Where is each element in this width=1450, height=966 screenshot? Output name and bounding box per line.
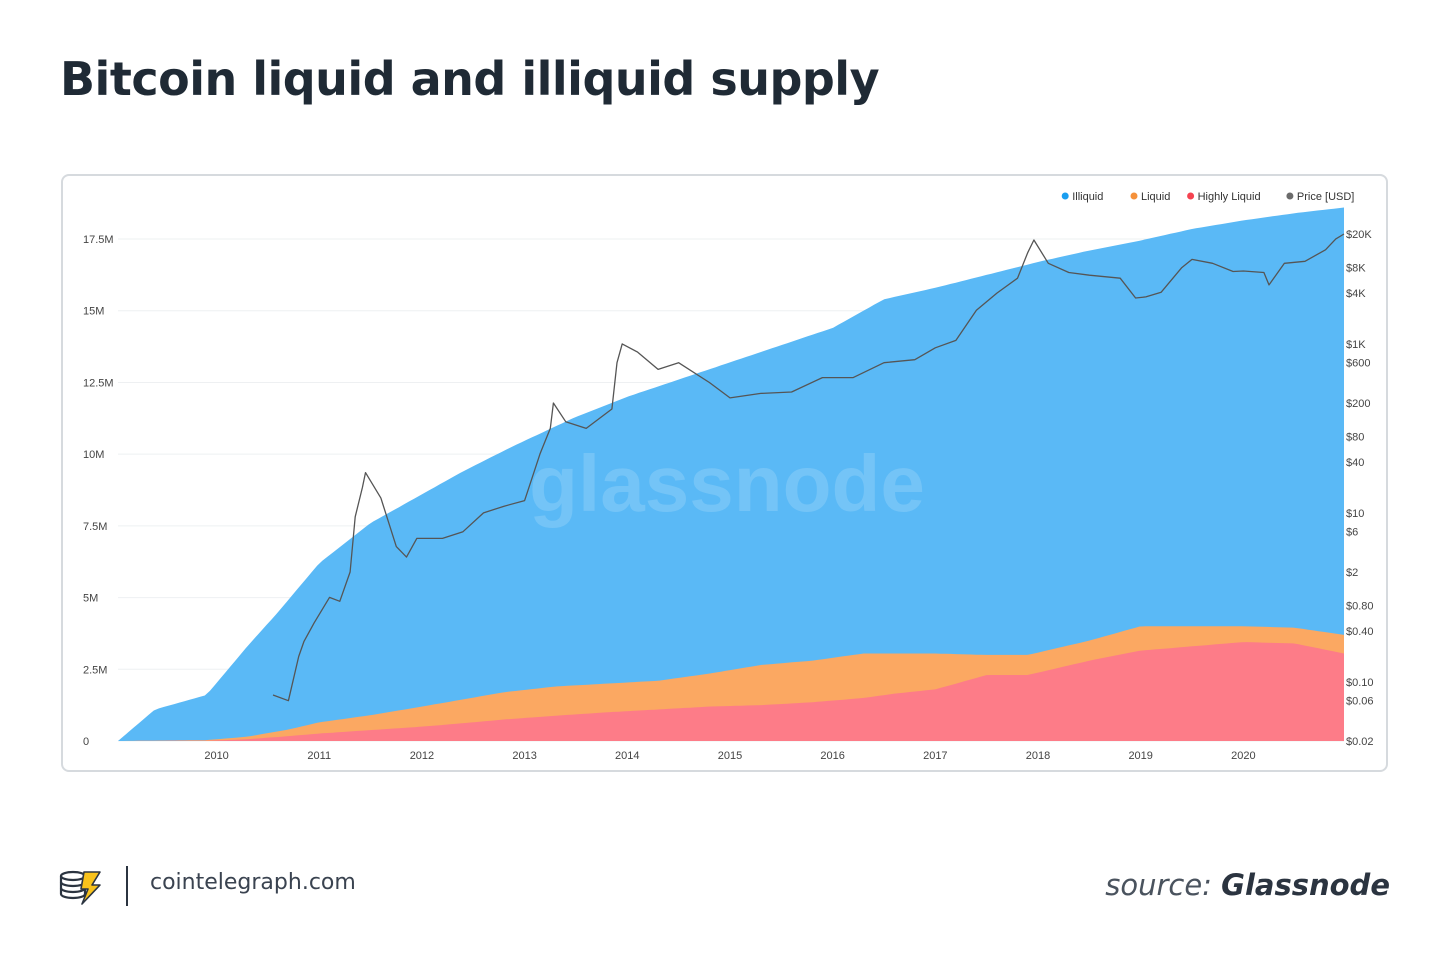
illiquid-area	[118, 207, 1344, 741]
x-tick-label: 2011	[307, 750, 331, 762]
y-right-tick-label: $2	[1346, 567, 1358, 579]
y-right-tick-label: $0.80	[1346, 601, 1374, 613]
x-tick-label: 2012	[410, 750, 434, 762]
y-left-tick-label: 15M	[83, 306, 104, 318]
source-label: source:	[1105, 868, 1212, 902]
y-left-tick-label: 5M	[83, 593, 98, 605]
y-right-tick-label: $4K	[1346, 288, 1366, 300]
supply-chart: 0 2.5M 5M 7.5M 10M 12.5M 15M 17.5M glassnode 2010…	[83, 191, 1374, 762]
x-tick-label: 2016	[820, 750, 844, 762]
footer-source: source: Glassnode	[1105, 868, 1390, 902]
page-title: Bitcoin liquid and illiquid supply	[60, 52, 880, 106]
y-left-tick-label: 0	[83, 736, 89, 748]
y-right-tick-label: $8K	[1346, 263, 1366, 275]
y-right-tick-label: $200	[1346, 398, 1370, 410]
y-right-tick-label: $1K	[1346, 339, 1366, 351]
x-tick-label: 2013	[512, 750, 536, 762]
y-left-tick-label: 17.5M	[83, 234, 114, 246]
y-left-tick-label: 2.5M	[83, 664, 107, 676]
y-left-tick-label: 12.5M	[83, 377, 114, 389]
y-right-tick-label: $40	[1346, 457, 1364, 469]
chart-card: 0 2.5M 5M 7.5M 10M 12.5M 15M 17.5M glassnode 2010…	[61, 174, 1388, 772]
y-right-tick-label: $0.40	[1346, 626, 1374, 638]
x-tick-label: 2020	[1231, 750, 1255, 762]
footer-separator	[126, 866, 128, 906]
y-right-tick-label: $600	[1346, 358, 1370, 370]
legend-label: Illiquid	[1072, 191, 1103, 203]
legend-label: Price [USD]	[1297, 191, 1354, 203]
y-right-tick-label: $0.10	[1346, 677, 1374, 689]
x-tick-label: 2017	[923, 750, 947, 762]
y-left-tick-label: 7.5M	[83, 521, 107, 533]
legend-label: Liquid	[1141, 191, 1170, 203]
x-tick-label: 2019	[1128, 750, 1152, 762]
source-name: Glassnode	[1221, 868, 1390, 902]
price-line	[272, 233, 1345, 702]
legend-label: Highly Liquid	[1198, 191, 1261, 203]
legend-swatch	[1130, 192, 1138, 200]
legend-swatch	[1187, 192, 1195, 200]
y-right-tick-label: $0.02	[1346, 736, 1374, 748]
y-right-tick-label: $0.06	[1346, 696, 1374, 708]
y-right-tick-label: $6	[1346, 527, 1358, 539]
x-tick-label: 2015	[718, 750, 742, 762]
legend-swatch	[1286, 192, 1294, 200]
x-tick-label: 2010	[204, 750, 228, 762]
x-tick-label: 2018	[1026, 750, 1050, 762]
x-tick-label: 2014	[615, 750, 639, 762]
cointelegraph-logo-icon	[59, 870, 101, 905]
y-right-tick-label: $10	[1346, 508, 1364, 520]
footer-site-link[interactable]: cointelegraph.com	[150, 870, 356, 895]
y-right-tick-label: $20K	[1346, 229, 1372, 241]
highly-liquid-area	[118, 642, 1344, 741]
y-left-tick-label: 10M	[83, 449, 104, 461]
legend-swatch	[1061, 192, 1069, 200]
y-right-tick-label: $80	[1346, 432, 1364, 444]
glassnode-watermark: glassnode	[529, 439, 925, 528]
